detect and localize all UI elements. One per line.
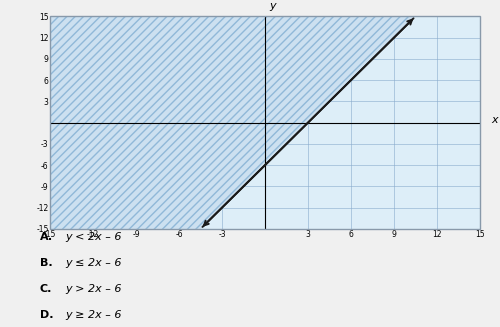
Text: x: x [492, 115, 498, 125]
Text: y > 2x – 6: y > 2x – 6 [65, 284, 122, 294]
Text: A.: A. [40, 232, 53, 242]
Text: y ≤ 2x – 6: y ≤ 2x – 6 [65, 258, 122, 268]
Text: y: y [269, 1, 276, 11]
Text: B.: B. [40, 258, 52, 268]
Text: D.: D. [40, 310, 54, 320]
Text: C.: C. [40, 284, 52, 294]
Text: y < 2x – 6: y < 2x – 6 [65, 232, 122, 242]
Text: y ≥ 2x – 6: y ≥ 2x – 6 [65, 310, 122, 320]
